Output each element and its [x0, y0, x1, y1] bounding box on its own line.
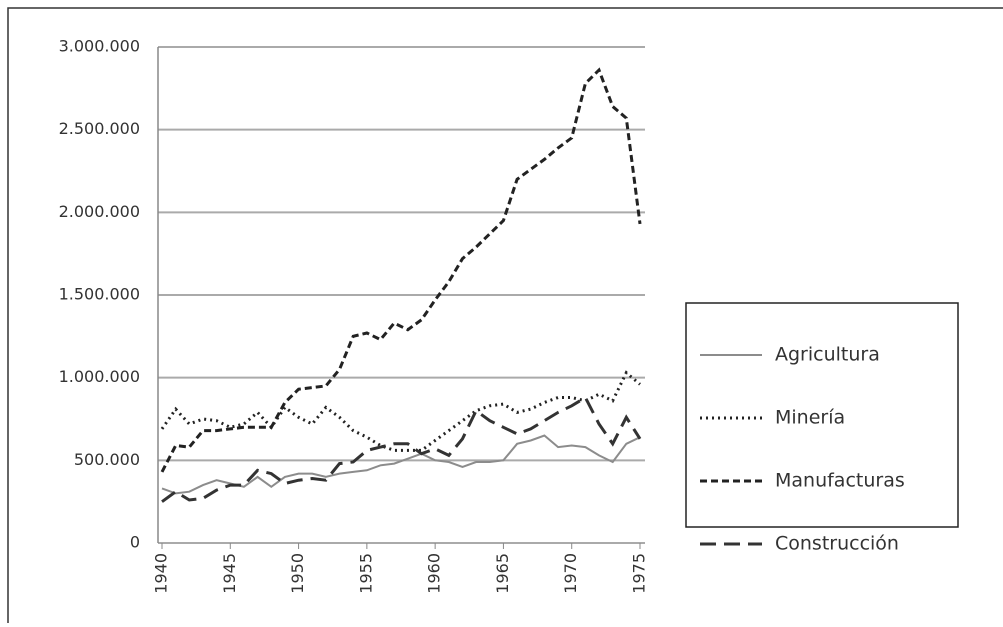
x-tick-label: 1960	[425, 553, 444, 594]
legend-label: Manufacturas	[775, 470, 905, 492]
y-tick-label: 2.000.000	[59, 202, 140, 221]
series-line	[160, 370, 641, 452]
frame	[7, 7, 1003, 627]
x-tick-label: 1945	[220, 553, 239, 594]
series-line	[160, 67, 642, 473]
x-tick-label: 1955	[356, 553, 375, 594]
y-tick-label: 1.000.000	[59, 367, 140, 386]
legend-label: Minería	[775, 407, 845, 429]
legend-box	[685, 302, 959, 528]
legend-label: Construcción	[775, 533, 899, 555]
series-line	[161, 395, 642, 503]
y-tick-label: 2.500.000	[59, 119, 140, 138]
x-tick-label: 1970	[561, 553, 580, 594]
x-tick-label: 1940	[152, 553, 171, 594]
x-tick-label: 1965	[493, 553, 512, 594]
x-tick-label: 1975	[630, 553, 649, 594]
series-line	[161, 434, 641, 495]
legend-label: Agricultura	[775, 344, 880, 366]
y-tick-label: 3.000.000	[59, 37, 140, 56]
y-tick-label: 500.000	[74, 450, 140, 469]
legend: Agricultura Minería Manufacturas Construcci…	[685, 302, 959, 555]
y-tick-label: 0	[130, 533, 140, 552]
x-tick-label: 1950	[288, 553, 307, 594]
y-tick-label: 1.500.000	[59, 285, 140, 304]
